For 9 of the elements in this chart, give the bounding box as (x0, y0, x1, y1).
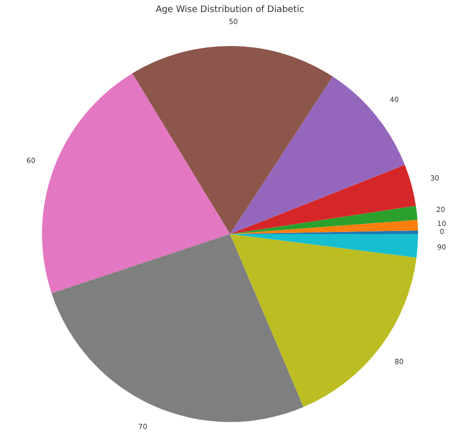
pie-slice (230, 234, 417, 408)
pie-slice (230, 234, 418, 258)
pie-slice (132, 46, 333, 234)
pie-slice (230, 164, 416, 234)
pie-slice (230, 206, 418, 234)
chart-title: Age Wise Distribution of Diabetic (156, 5, 304, 16)
pie-slice (230, 76, 405, 234)
pie-slice (52, 234, 304, 422)
pie-slice (42, 73, 230, 294)
